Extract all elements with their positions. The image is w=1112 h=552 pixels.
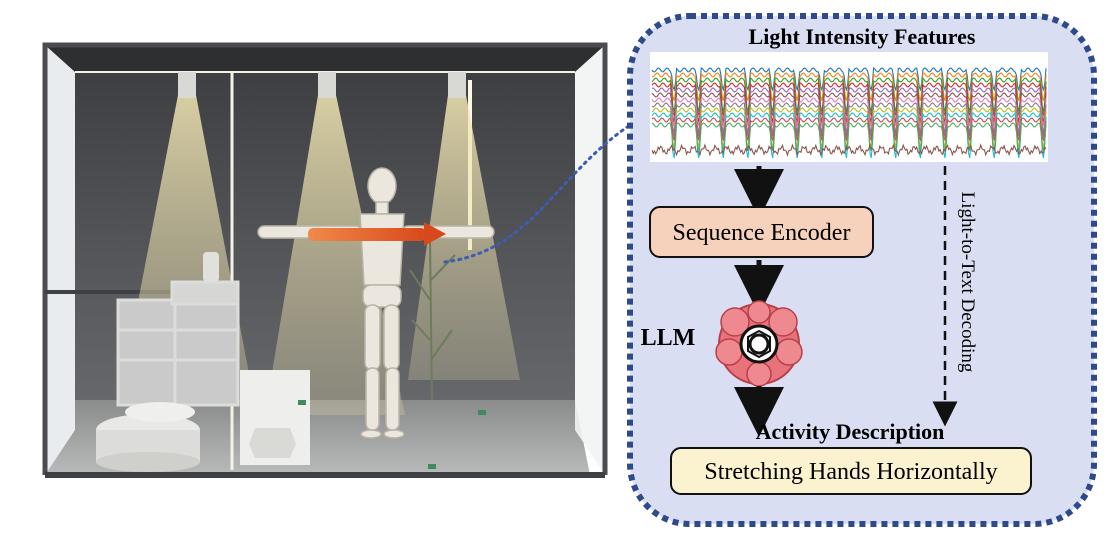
smart-room-illustration: [42, 42, 608, 478]
left-glass-wall: [45, 45, 75, 475]
waveform-line: [651, 66, 1047, 92]
floor-sensor: [298, 400, 306, 405]
activity-output-text: Stretching Hands Horizontally: [704, 459, 997, 485]
openai-logo-icon: [739, 324, 779, 364]
waveform-line: [651, 111, 1047, 159]
waveform-line: [651, 91, 1047, 117]
right-glass-wall: [575, 45, 605, 475]
pipeline-panel: Light Intensity Features Sequence Encode…: [627, 13, 1097, 527]
sequence-encoder-label: Sequence Encoder: [673, 220, 851, 246]
vase: [203, 252, 219, 282]
ceiling-frame: [45, 45, 605, 72]
waveform-line: [651, 76, 1047, 112]
waveform-line: [651, 121, 1047, 151]
activity-description-heading: Activity Description: [756, 419, 945, 444]
llm-label: LLM: [641, 325, 696, 351]
sequence-encoder-box: [649, 206, 874, 258]
waveform-line: [651, 86, 1047, 134]
dotted-connector: [443, 110, 654, 264]
waveform-line: [651, 81, 1047, 123]
ceiling-lamp-icon: [318, 72, 336, 98]
floor-sensor: [428, 464, 436, 469]
waveform-line: [651, 96, 1047, 126]
waveform-line: [651, 106, 1047, 148]
outer-frame: [42, 42, 608, 475]
stool: [125, 402, 195, 422]
motion-arrow-icon: [308, 222, 446, 246]
shelf-unit: [116, 280, 240, 407]
light-to-text-label: Light-to-Text Decoding: [957, 192, 978, 373]
ceiling-lamp-icon: [448, 72, 466, 98]
ceiling-lamp-icon: [178, 72, 196, 98]
waveform-line: [651, 71, 1047, 101]
floor-sensor: [478, 410, 486, 415]
activity-output-box: [670, 447, 1032, 495]
panel-title: Light Intensity Features: [749, 24, 976, 49]
waveform-line: [651, 143, 1047, 157]
waveform-line: [651, 116, 1047, 142]
waveform-line: [651, 101, 1047, 137]
light-intensity-plot: [650, 52, 1048, 162]
plant: [409, 239, 456, 401]
